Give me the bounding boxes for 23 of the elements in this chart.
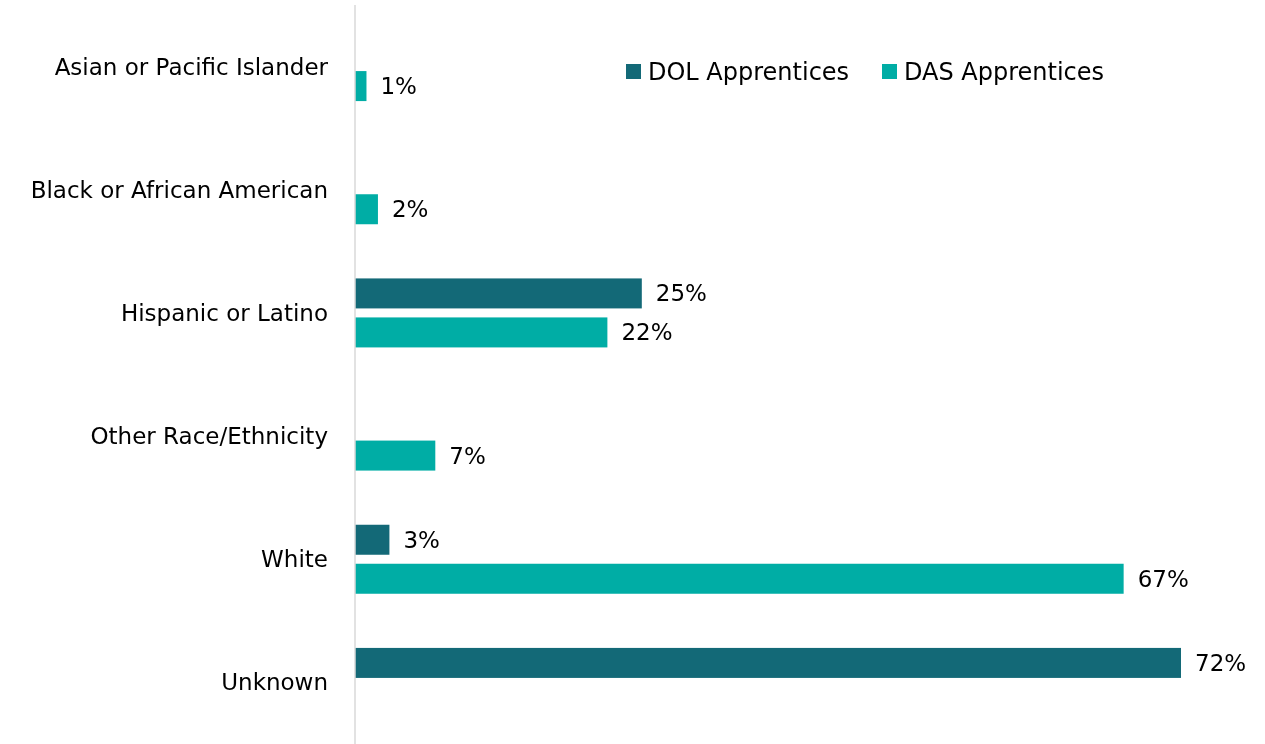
- data-label: 22%: [621, 319, 673, 346]
- y-tick-label: Other Race/Ethnicity: [90, 423, 328, 450]
- y-tick-label: White: [261, 546, 328, 573]
- data-label: 1%: [380, 73, 417, 100]
- bar: [355, 278, 642, 309]
- bar: [355, 440, 436, 471]
- legend-label: DOL Apprentices: [648, 58, 850, 87]
- bar: [355, 194, 378, 225]
- y-tick-label: Unknown: [221, 669, 328, 696]
- y-tick-label: Black or African American: [30, 176, 328, 203]
- bar: [355, 317, 608, 348]
- legend-label: DAS Apprentices: [904, 58, 1105, 87]
- y-tick-label: Hispanic or Latino: [120, 299, 328, 326]
- bar: [355, 647, 1181, 678]
- data-label: 67%: [1137, 565, 1189, 592]
- data-label: 2%: [391, 196, 429, 223]
- data-label: 72%: [1195, 649, 1247, 676]
- data-label: 3%: [403, 526, 440, 553]
- y-tick-label: Asian or Pacific Islander: [54, 53, 329, 80]
- bar: [355, 563, 1124, 594]
- data-label: 7%: [449, 442, 486, 469]
- bar: [355, 524, 390, 555]
- data-label: 25%: [655, 280, 707, 307]
